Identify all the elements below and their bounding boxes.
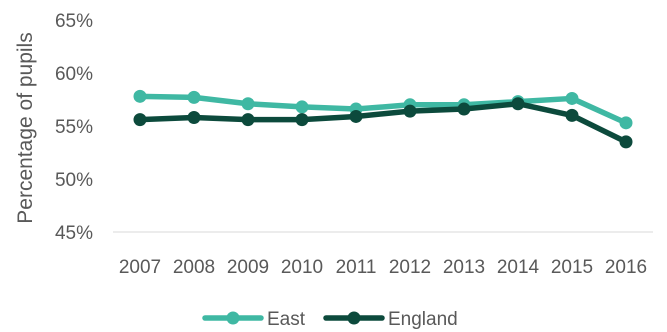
data-point-england	[511, 97, 525, 111]
x-tick-label: 2008	[173, 257, 215, 278]
data-point-east	[133, 89, 147, 103]
data-point-england	[349, 109, 363, 123]
y-tick-label: 60%	[55, 64, 93, 85]
x-tick-label: 2015	[551, 257, 593, 278]
x-tick-label: 2010	[281, 257, 323, 278]
data-point-east	[187, 90, 201, 104]
x-tick-label: 2009	[227, 257, 269, 278]
series-line-east	[137, 93, 629, 126]
x-tick-label: 2013	[443, 257, 485, 278]
data-point-england	[133, 113, 147, 127]
data-point-east	[619, 116, 633, 130]
legend: East England	[202, 309, 458, 330]
data-point-england	[241, 113, 255, 127]
y-tick-label: 55%	[55, 117, 93, 138]
legend-item-england: England	[323, 309, 458, 330]
series-line-england	[137, 100, 629, 145]
legend-item-east: East	[202, 309, 306, 330]
x-tick-label: 2011	[336, 257, 377, 278]
y-tick-label: 50%	[55, 170, 93, 191]
y-tick-label: 45%	[55, 223, 93, 244]
series-england	[133, 97, 633, 149]
y-tick-label: 65%	[55, 11, 93, 32]
x-tick-label: 2012	[389, 257, 431, 278]
data-point-east	[295, 100, 309, 114]
series-layer	[133, 89, 633, 149]
x-tick-label: 2014	[497, 257, 540, 278]
legend-label-east: East	[267, 309, 306, 330]
x-tick-label: 2007	[119, 257, 161, 278]
legend-label-england: England	[388, 309, 458, 330]
data-point-england	[619, 135, 633, 149]
x-axis-ticks: 2007 2008 2009 2010 2011 2012 2013 2014 2015 2016	[119, 257, 647, 278]
x-tick-label: 2016	[605, 257, 647, 278]
data-point-england	[403, 104, 417, 118]
legend-marker-england	[347, 311, 361, 325]
data-point-england	[565, 108, 579, 122]
legend-marker-east	[226, 311, 240, 325]
data-point-england	[187, 111, 201, 125]
y-axis-label: Percentage of pupils	[14, 32, 37, 223]
data-point-east	[565, 91, 579, 105]
data-point-east	[241, 97, 255, 111]
data-point-england	[295, 113, 309, 127]
data-point-england	[457, 102, 471, 116]
y-axis-ticks: 45% 50% 55% 60% 65%	[55, 11, 93, 244]
